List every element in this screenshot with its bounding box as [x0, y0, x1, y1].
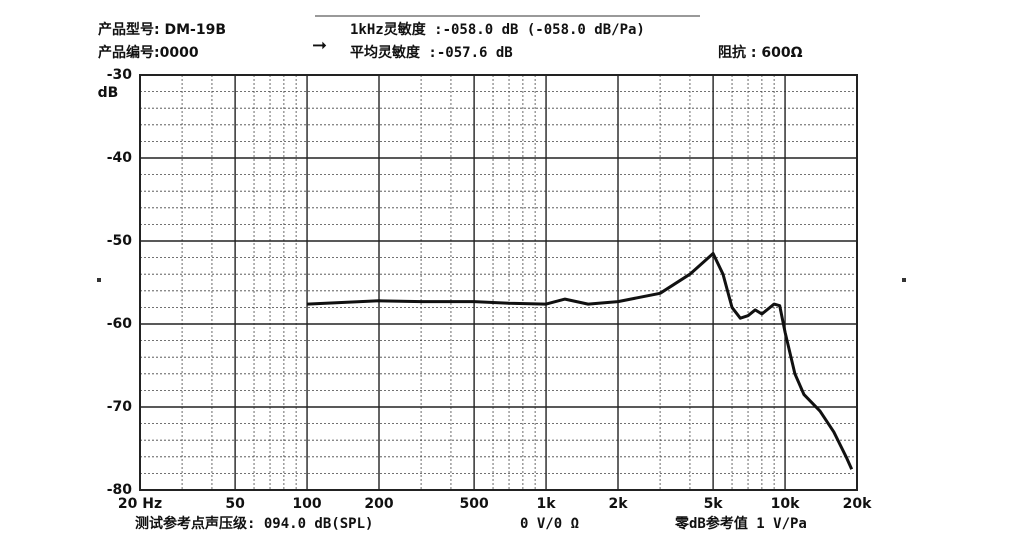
plot-frame: [139, 74, 858, 491]
y-tick-label: -30: [107, 67, 133, 83]
x-tick-label: 50: [225, 496, 245, 512]
x-tick-label: 20k: [843, 496, 872, 512]
x-tick-label: 500: [459, 496, 488, 512]
marker-dot: [97, 278, 101, 282]
y-axis-label: dB: [98, 85, 119, 101]
marker-dot: [902, 278, 906, 282]
y-tick-label: -60: [107, 316, 133, 332]
y-tick-label: -70: [107, 399, 133, 415]
x-tick-label: 100: [292, 496, 321, 512]
x-tick-label: 1k: [537, 496, 557, 512]
y-tick-label: -40: [107, 150, 133, 166]
footer-ref: 0 V/0 Ω: [520, 516, 579, 532]
sensitivity-avg: 平均灵敏度 :-057.6 dB: [350, 44, 513, 61]
x-tick-label: 10k: [771, 496, 800, 512]
x-tick-label: 200: [364, 496, 393, 512]
y-tick-label: -50: [107, 233, 133, 249]
serial: 产品编号:0000: [98, 44, 199, 61]
response-line: [307, 252, 854, 470]
impedance: 阻抗 : 600Ω: [718, 44, 803, 61]
x-tick-label: 2k: [608, 496, 628, 512]
sensitivity-1k: 1kHz灵敏度 :-058.0 dB (-058.0 dB/Pa): [350, 21, 645, 38]
footer-spl: 测试参考点声压级: 094.0 dB(SPL): [135, 515, 373, 532]
x-tick-label: 5k: [704, 496, 724, 512]
x-tick-label: 20 Hz: [118, 496, 162, 512]
footer-zero-db: 零dB参考值 1 V/Pa: [674, 515, 807, 532]
y-tick-label: -80: [107, 482, 133, 498]
arrow: ➞: [312, 35, 327, 56]
model: 产品型号: DM-19B: [98, 21, 226, 38]
